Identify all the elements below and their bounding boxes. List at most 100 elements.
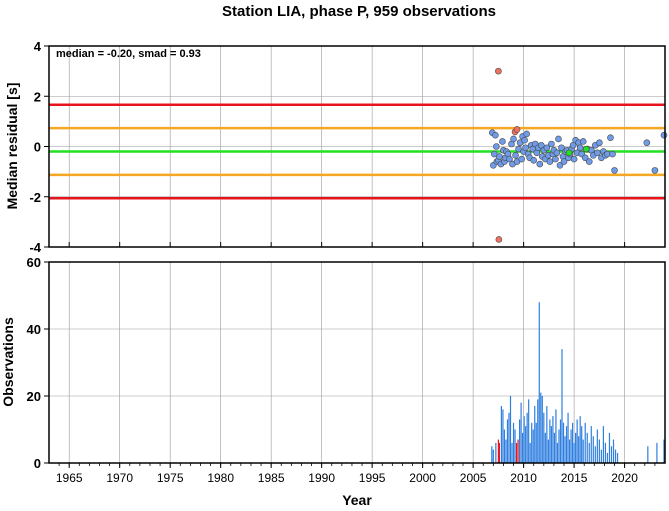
observations-y-ticks: 0 20 40 60: [27, 255, 49, 471]
y-tick-label: 0: [34, 456, 41, 471]
observations-x-ticks: 1965 1970 1975 1980 1985 1990 1995 2000 2005 2010…: [56, 463, 656, 485]
bar: [544, 432, 546, 463]
bar: [491, 446, 493, 463]
bar: [552, 416, 554, 463]
y-tick-label: -2: [29, 190, 41, 205]
bar: [540, 392, 542, 463]
residual-annotation: median = -0.20, smad = 0.93: [56, 48, 201, 60]
data-point: [643, 139, 651, 147]
bar: [616, 452, 619, 463]
bar: [511, 442, 513, 463]
x-tick-label: 1985: [258, 471, 285, 485]
bar: [562, 422, 565, 463]
data-point: [596, 139, 603, 147]
data-point: [560, 158, 568, 165]
data-point: [543, 144, 551, 152]
bar: [586, 432, 588, 463]
data-point: [492, 131, 499, 139]
data-point: [513, 126, 521, 133]
bar: [549, 419, 551, 463]
data-point: [521, 136, 528, 144]
bar: [518, 419, 521, 463]
bar: [576, 419, 578, 463]
bar: [581, 426, 583, 463]
y-tick-label: -4: [29, 240, 41, 255]
bar: [579, 416, 581, 463]
bar: [517, 439, 519, 463]
bar: [647, 446, 649, 463]
bar: [656, 442, 658, 463]
data-point: [552, 155, 559, 163]
data-point: [565, 149, 573, 157]
bar: [515, 442, 518, 463]
bar: [598, 439, 600, 463]
bar: [588, 442, 590, 463]
bar: [541, 396, 543, 463]
x-tick-label: 1980: [207, 471, 234, 485]
residual-panel: 4 2 0 -2 -4 median = -0.20, smad = 0.93 Medi…: [4, 39, 668, 255]
x-tick-label: 1995: [359, 471, 386, 485]
bar: [606, 452, 609, 463]
bar: [555, 409, 557, 463]
bar: [584, 422, 586, 463]
bar: [506, 419, 509, 463]
data-point: [530, 157, 538, 164]
bar: [564, 436, 566, 463]
bar: [553, 432, 556, 463]
bar: [502, 409, 504, 463]
data-point: [611, 167, 618, 174]
bar: [534, 406, 536, 463]
x-tick-label: 1990: [308, 471, 335, 485]
bar: [592, 436, 594, 463]
x-tick-label: 2020: [611, 471, 638, 485]
observations-panel: 0 20 40 60 1965 1970 1975 1980 1985 1990 1995 2000…: [0, 255, 666, 508]
bar: [565, 426, 568, 463]
data-point: [607, 134, 614, 142]
bar: [503, 429, 506, 463]
data-point: [536, 160, 544, 168]
bar: [600, 449, 602, 463]
x-tick-label: 1965: [56, 471, 83, 485]
bar: [509, 396, 512, 463]
data-point: [553, 149, 561, 157]
data-point: [585, 158, 593, 165]
bar: [559, 419, 562, 463]
y-tick-label: 0: [34, 140, 41, 155]
data-point: [493, 143, 500, 150]
bar: [614, 449, 617, 463]
x-tick-label: 2010: [510, 471, 537, 485]
x-tick-label: 1970: [106, 471, 133, 485]
bar: [508, 412, 510, 463]
data-point: [510, 135, 517, 143]
bar: [512, 422, 515, 463]
data-point: [555, 135, 562, 143]
data-point: [546, 158, 554, 165]
observations-bars: [491, 302, 665, 463]
residual-grid: [49, 45, 665, 248]
bar: [492, 449, 494, 463]
data-point: [576, 144, 584, 152]
y-tick-label: 40: [27, 322, 41, 337]
chart-title: Station LIA, phase P, 959 observations: [222, 3, 496, 20]
observations-y-axis-label: Observations: [0, 317, 16, 407]
bar: [531, 422, 533, 463]
bar: [596, 429, 598, 463]
bar: [578, 436, 580, 463]
bar: [532, 429, 534, 463]
y-tick-label: 20: [27, 389, 41, 404]
bar: [526, 412, 528, 463]
bar: [604, 442, 607, 463]
bar: [582, 439, 584, 463]
bar: [602, 426, 604, 463]
bar: [550, 426, 552, 463]
data-point: [582, 145, 590, 153]
bar: [523, 416, 525, 463]
data-point: [512, 151, 519, 159]
bar: [556, 442, 559, 463]
data-point: [651, 167, 659, 174]
bar: [538, 302, 540, 463]
bar: [663, 439, 665, 463]
data-point: [558, 144, 565, 152]
bar: [570, 429, 572, 463]
